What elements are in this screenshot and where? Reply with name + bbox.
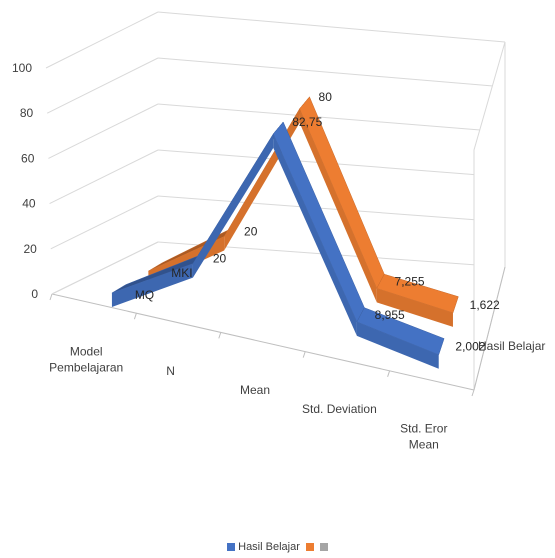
gridline-side — [48, 103, 159, 159]
category-tick-mark — [133, 313, 137, 320]
data-label: 82,75 — [292, 115, 322, 129]
data-label: 2,002 — [455, 340, 485, 354]
x-category-label-line: Mean — [240, 383, 270, 397]
series-layer — [111, 96, 459, 369]
data-label: 20 — [244, 224, 258, 238]
data-label: 8,955 — [375, 308, 405, 322]
series-segment-edge — [376, 288, 453, 327]
x-category-label-line: Std. Deviation — [302, 402, 377, 416]
x-category-label: Std. Deviation — [302, 402, 377, 416]
legend-item — [305, 543, 314, 551]
series-segment-edge — [192, 133, 274, 278]
gridline — [157, 195, 506, 223]
x-axis-categories: Model Pembelajaran N Mean Std. Deviation Std.… — [49, 345, 447, 452]
legend-item: Hasil Belajar — [227, 541, 300, 553]
y-tick-label: 60 — [21, 151, 35, 165]
gridline-side — [45, 11, 159, 69]
gridline — [157, 57, 506, 88]
gridline — [157, 103, 506, 133]
y-axis-ticks: 0 20 40 60 80 100 — [12, 61, 38, 301]
category-tick-mark — [471, 389, 475, 397]
legend-swatch — [305, 543, 314, 551]
series-segment — [356, 307, 445, 356]
legend-swatch — [319, 543, 328, 551]
x-category-label: N — [166, 364, 175, 378]
category-tick-mark — [387, 370, 391, 377]
gridline-side — [49, 149, 159, 205]
x-category-label-line: Std. Eror — [400, 421, 447, 435]
category-tick-mark — [302, 351, 306, 358]
legend-swatch — [227, 543, 236, 551]
data-labels: MKI 20 80 7,255 1,622 MQ 20 82,75 8,955 2,002 — [135, 90, 500, 354]
y-tick-label: 80 — [20, 106, 34, 120]
data-label: 80 — [319, 90, 333, 104]
series-segment-edge — [111, 263, 193, 307]
data-label: MQ — [135, 288, 154, 302]
gridline — [157, 11, 506, 43]
floor-front-edge — [51, 293, 475, 391]
series-ribbon — [111, 121, 445, 369]
x-category-label-line: Pembelajaran — [49, 361, 123, 375]
series-segment-edge — [273, 133, 357, 336]
gridline-side — [46, 57, 159, 114]
y-tick-label: 40 — [22, 197, 36, 211]
category-tick-mark — [218, 332, 222, 339]
x-category-label-line: Model — [70, 345, 103, 359]
y-tick-label: 20 — [23, 242, 37, 256]
y-tick-label: 0 — [31, 287, 38, 301]
series-segment-edge — [356, 321, 439, 369]
chart-floor — [49, 241, 506, 397]
data-label: 1,622 — [470, 298, 500, 312]
data-label: 7,255 — [395, 274, 425, 288]
x-category-label-line: Mean — [409, 437, 439, 451]
x-category-label: Model Pembelajaran — [49, 345, 123, 375]
x-category-label: Mean — [240, 383, 270, 397]
floor-side-edge — [473, 266, 506, 391]
series-segment-edge — [299, 108, 377, 303]
data-label: MKI — [171, 266, 192, 280]
category-tick-mark — [49, 293, 53, 301]
back-wall-plane — [158, 12, 505, 267]
data-label: 20 — [213, 251, 227, 265]
y-tick-label: 100 — [12, 61, 32, 75]
legend-item — [319, 543, 328, 551]
x-category-label: Std. Eror Mean — [400, 421, 447, 451]
legend: Hasil Belajar — [0, 538, 555, 556]
x-category-label-line: N — [166, 364, 175, 378]
floor-left-edge — [51, 241, 159, 295]
gridline-side — [50, 195, 159, 250]
legend-label: Hasil Belajar — [238, 541, 300, 553]
depth-axis-label: Hasil Belajar — [478, 339, 545, 353]
